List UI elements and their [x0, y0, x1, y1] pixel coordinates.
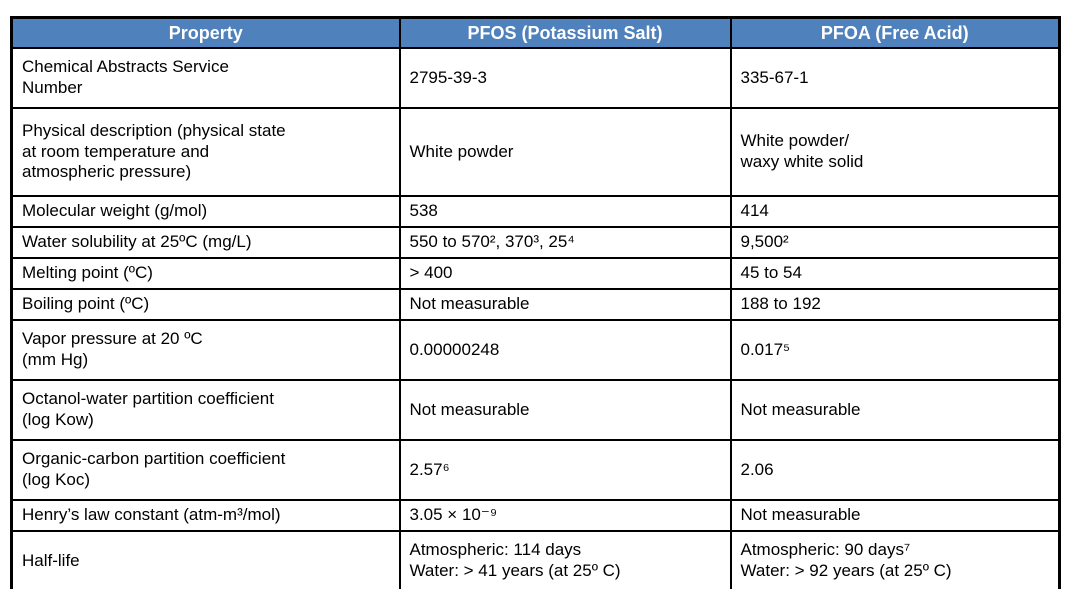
pfoa-cell: 0.017⁵	[729, 319, 1061, 381]
table-row: Organic-carbon partition coefficient (lo…	[10, 439, 1061, 501]
property-cell: Henry’s law constant (atm-m³/mol)	[10, 499, 401, 532]
table-row: Half-life Atmospheric: 114 days Water: >…	[10, 530, 1061, 589]
pfoa-cell: 335-67-1	[729, 47, 1061, 109]
pfos-cell: Not measurable	[398, 379, 732, 441]
pfos-cell: White powder	[398, 107, 732, 197]
property-column-header: Property	[10, 16, 401, 49]
pfos-cell: Atmospheric: 114 days Water: > 41 years …	[398, 530, 732, 589]
property-cell: Physical description (physical state at …	[10, 107, 401, 197]
property-cell: Boiling point (ºC)	[10, 288, 401, 321]
pfoa-cell: Not measurable	[729, 379, 1061, 441]
table-row: Henry’s law constant (atm-m³/mol) 3.05 ×…	[10, 499, 1061, 532]
pfos-column-header: PFOS (Potassium Salt)	[398, 16, 732, 49]
properties-comparison-table: Property PFOS (Potassium Salt) PFOA (Fre…	[10, 16, 1061, 589]
pfos-cell: 550 to 570², 370³, 25⁴	[398, 226, 732, 259]
property-cell: Chemical Abstracts Service Number	[10, 47, 401, 109]
header-row: Property PFOS (Potassium Salt) PFOA (Fre…	[10, 16, 1061, 49]
pfoa-cell: Not measurable	[729, 499, 1061, 532]
property-cell: Half-life	[10, 530, 401, 589]
pfos-cell: 0.00000248	[398, 319, 732, 381]
table-row: Water solubility at 25ºC (mg/L) 550 to 5…	[10, 226, 1061, 259]
pfoa-cell: 188 to 192	[729, 288, 1061, 321]
pfoa-cell: 414	[729, 195, 1061, 228]
pfos-cell: 2.57⁶	[398, 439, 732, 501]
pfos-cell: 538	[398, 195, 732, 228]
pfos-cell: 2795-39-3	[398, 47, 732, 109]
property-cell: Water solubility at 25ºC (mg/L)	[10, 226, 401, 259]
pfoa-cell: Atmospheric: 90 days⁷ Water: > 92 years …	[729, 530, 1061, 589]
property-cell: Octanol-water partition coefficient (log…	[10, 379, 401, 441]
pfoa-cell: 9,500²	[729, 226, 1061, 259]
table-row: Boiling point (ºC) Not measurable 188 to…	[10, 288, 1061, 321]
table-row: Molecular weight (g/mol) 538 414	[10, 195, 1061, 228]
property-cell: Melting point (ºC)	[10, 257, 401, 290]
pfos-cell: 3.05 × 10⁻⁹	[398, 499, 732, 532]
table-row: Chemical Abstracts Service Number 2795-3…	[10, 47, 1061, 109]
property-cell: Vapor pressure at 20 ºC (mm Hg)	[10, 319, 401, 381]
table-row: Physical description (physical state at …	[10, 107, 1061, 197]
pfoa-cell: White powder/ waxy white solid	[729, 107, 1061, 197]
table-row: Melting point (ºC) > 400 45 to 54	[10, 257, 1061, 290]
property-cell: Molecular weight (g/mol)	[10, 195, 401, 228]
table-row: Octanol-water partition coefficient (log…	[10, 379, 1061, 441]
pfos-cell: Not measurable	[398, 288, 732, 321]
pfoa-cell: 45 to 54	[729, 257, 1061, 290]
property-cell: Organic-carbon partition coefficient (lo…	[10, 439, 401, 501]
pfoa-column-header: PFOA (Free Acid)	[729, 16, 1061, 49]
pfoa-cell: 2.06	[729, 439, 1061, 501]
table-row: Vapor pressure at 20 ºC (mm Hg) 0.000002…	[10, 319, 1061, 381]
pfos-cell: > 400	[398, 257, 732, 290]
